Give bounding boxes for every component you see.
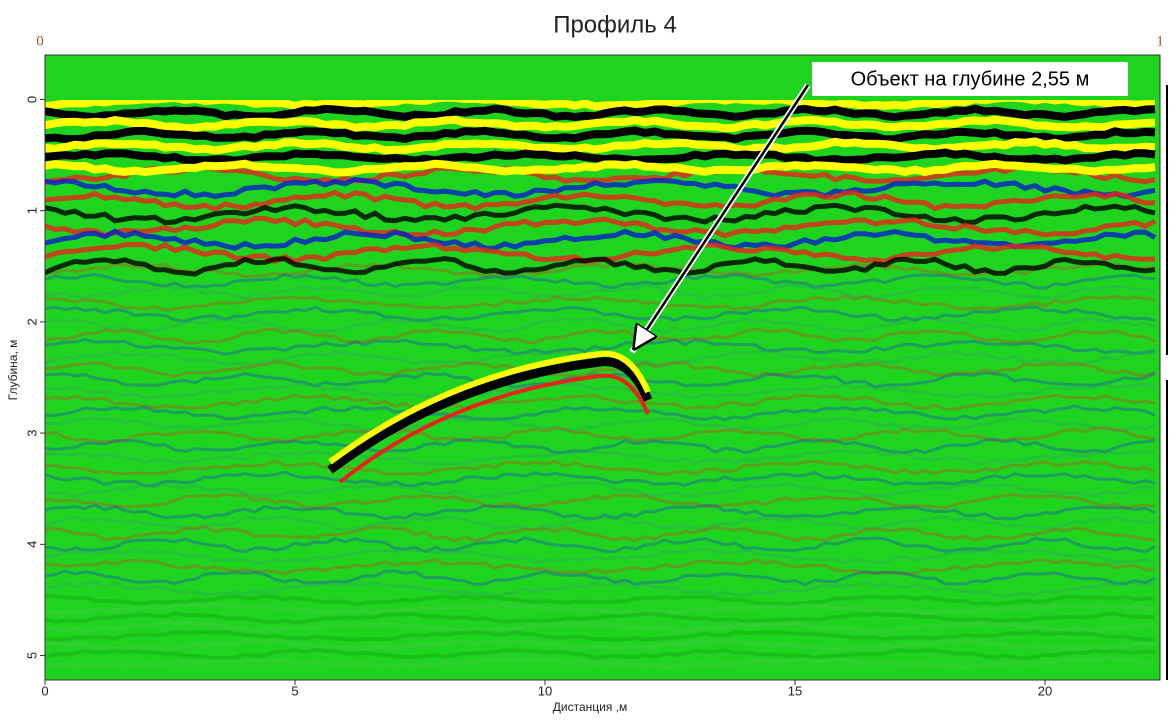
texture-band [45,656,1156,670]
y-tick-label: 1 [24,207,39,214]
texture-band [45,104,1156,122]
texture-band [45,647,1156,661]
texture-band [45,426,1156,444]
texture-band [45,558,1156,576]
annotation-box [812,62,1128,96]
texture-band [45,294,1156,312]
y-tick-label: 0 [24,96,39,103]
y-tick-label: 4 [24,541,39,548]
texture-band [45,261,1156,279]
texture-band [45,602,1156,616]
x-tick-label: 0 [41,683,48,698]
x-axis-label: Дистанция ,м [553,700,627,714]
texture-band [45,404,1156,422]
texture-band [45,437,1156,455]
texture-band [45,327,1156,345]
texture-band [45,459,1156,476]
texture-band [45,115,1156,133]
plot-frame [44,54,1161,681]
texture-band [45,593,1156,607]
texture-band [45,524,1156,543]
texture-band [45,611,1156,625]
texture-hyperbola [327,357,653,474]
scale-label: 0 [36,33,44,49]
texture-band [45,202,1156,226]
texture-band [45,638,1156,652]
x-tick-label: 10 [538,683,552,698]
y-tick-label: 3 [24,429,39,436]
texture-band [45,337,1156,356]
texture-band [45,137,1156,155]
texture-hyperbola [338,373,650,484]
texture-hyperbola [328,350,651,465]
texture-band [45,393,1156,411]
texture [45,55,1160,670]
scale-label: 1 [1156,33,1164,49]
texture-band [45,470,1156,488]
texture-band [45,536,1156,554]
x-tick-label: 20 [1038,683,1052,698]
annotation: Объект на глубине 2,55 м [851,68,1090,90]
texture-band [45,360,1156,378]
chart-title: Профиль 4 [553,11,677,38]
y-tick-label: 5 [24,652,39,659]
y-axis-label: Глубина, м [6,340,20,401]
texture-band [45,481,1156,500]
texture-band [45,189,1156,213]
texture-band [45,448,1156,466]
texture-band [45,569,1156,587]
texture-band [45,629,1156,643]
texture-band [45,126,1156,144]
texture-band [45,580,1156,598]
texture-band [45,492,1156,510]
texture-band [45,256,1156,277]
texture-band [45,305,1156,323]
annotation-arrow [636,84,810,346]
texture-band [45,159,1156,177]
texture-band [45,620,1156,634]
texture-band [45,382,1156,400]
texture-band [45,176,1156,200]
texture-band [45,272,1156,290]
texture-band [45,514,1156,532]
x-tick-label: 5 [291,683,298,698]
texture-band [45,503,1156,521]
texture-band [45,164,1156,185]
texture-band [45,282,1156,301]
texture-band [45,215,1157,239]
y-tick-label: 2 [24,318,39,325]
texture-band [45,415,1156,433]
texture-band [45,148,1156,165]
texture-band [45,228,1157,251]
texture-band [45,315,1156,334]
texture-band [45,547,1156,565]
x-tick-label: 15 [788,683,802,698]
plot-area [45,55,1160,680]
